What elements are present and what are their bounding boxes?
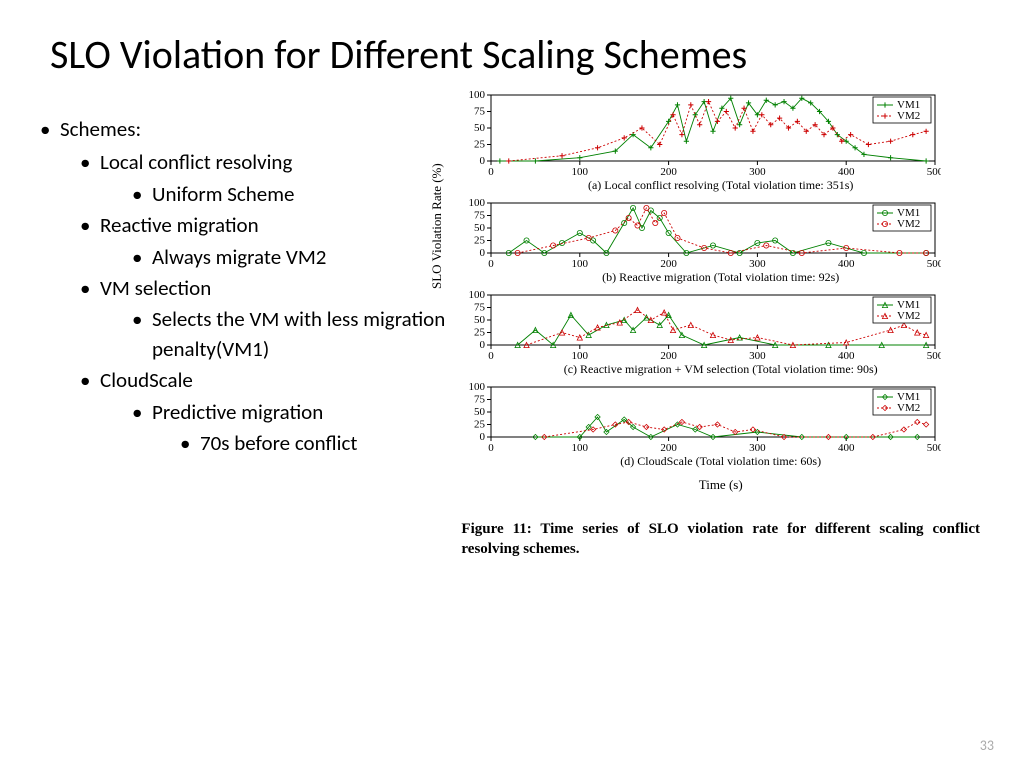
svg-text:200: 200 — [661, 166, 678, 177]
bullet-cloudscale: CloudScale — [30, 366, 447, 395]
svg-text:100: 100 — [572, 442, 589, 453]
svg-text:50: 50 — [474, 406, 486, 418]
figure-panel-c: 02550751000100200300400500VM1VM2(c) Reac… — [447, 289, 994, 377]
svg-text:0: 0 — [489, 442, 495, 453]
svg-text:200: 200 — [661, 350, 678, 361]
svg-text:400: 400 — [838, 442, 855, 453]
subplot-caption-d: (d) CloudScale (Total violation time: 60… — [447, 454, 994, 469]
figure-caption: Figure 11: Time series of SLO violation … — [447, 519, 994, 560]
svg-text:400: 400 — [838, 166, 855, 177]
bullet-reactive: Reactive migration — [30, 211, 447, 240]
svg-text:500: 500 — [927, 442, 941, 453]
svg-text:0: 0 — [480, 247, 486, 259]
svg-text:0: 0 — [480, 155, 486, 167]
subplot-b: 02550751000100200300400500VM1VM2 — [447, 197, 941, 269]
svg-text:300: 300 — [750, 350, 767, 361]
svg-text:500: 500 — [927, 166, 941, 177]
svg-text:0: 0 — [480, 339, 486, 351]
svg-text:0: 0 — [489, 258, 495, 269]
svg-text:VM2: VM2 — [897, 110, 920, 122]
bullet-less-penalty: Selects the VM with less migration penal… — [30, 305, 447, 364]
subplot-caption-a: (a) Local conflict resolving (Total viol… — [447, 178, 994, 193]
svg-text:0: 0 — [489, 350, 495, 361]
content-area: Schemes: Local conflict resolving Unifor… — [0, 89, 1024, 560]
svg-text:50: 50 — [474, 222, 486, 234]
svg-text:25: 25 — [474, 235, 486, 247]
svg-text:25: 25 — [474, 419, 486, 431]
svg-text:VM2: VM2 — [897, 218, 920, 230]
svg-text:400: 400 — [838, 350, 855, 361]
figure-panel-b: 02550751000100200300400500VM1VM2(b) Reac… — [447, 197, 994, 285]
bullet-local: Local conflict resolving — [30, 148, 447, 177]
bullet-migrate-vm2: Always migrate VM2 — [30, 243, 447, 272]
svg-text:200: 200 — [661, 442, 678, 453]
svg-text:100: 100 — [572, 258, 589, 269]
svg-text:50: 50 — [474, 122, 486, 134]
bullet-uniform: Uniform Scheme — [30, 180, 447, 209]
svg-text:VM2: VM2 — [897, 402, 920, 414]
figure-column: SLO Violation Rate (%) 02550751000100200… — [447, 89, 994, 560]
y-axis-label: SLO Violation Rate (%) — [429, 163, 445, 289]
svg-text:300: 300 — [750, 166, 767, 177]
figure-container: 02550751000100200300400500VM1VM2(a) Loca… — [447, 89, 994, 469]
svg-text:100: 100 — [469, 381, 486, 393]
bullet-schemes: Schemes: — [30, 115, 447, 144]
subplot-a: 02550751000100200300400500VM1VM2 — [447, 89, 941, 177]
svg-text:500: 500 — [927, 350, 941, 361]
svg-text:75: 75 — [474, 210, 486, 222]
x-axis-label: Time (s) — [447, 477, 994, 493]
bullet-list: Schemes: Local conflict resolving Unifor… — [30, 89, 447, 560]
svg-text:VM2: VM2 — [897, 310, 920, 322]
svg-text:500: 500 — [927, 258, 941, 269]
svg-text:100: 100 — [572, 350, 589, 361]
bullet-vmselection: VM selection — [30, 274, 447, 303]
bullet-70s: 70s before conflict — [30, 429, 447, 458]
svg-text:100: 100 — [469, 197, 486, 209]
svg-text:25: 25 — [474, 327, 486, 339]
svg-text:0: 0 — [480, 431, 486, 443]
svg-text:75: 75 — [474, 302, 486, 314]
svg-text:25: 25 — [474, 139, 486, 151]
subplot-caption-b: (b) Reactive migration (Total violation … — [447, 270, 994, 285]
slide-title: SLO Violation for Different Scaling Sche… — [0, 0, 1024, 89]
bullet-predictive: Predictive migration — [30, 398, 447, 427]
svg-text:400: 400 — [838, 258, 855, 269]
figure-panel-a: 02550751000100200300400500VM1VM2(a) Loca… — [447, 89, 994, 193]
svg-text:100: 100 — [469, 89, 486, 101]
svg-text:300: 300 — [750, 258, 767, 269]
svg-text:75: 75 — [474, 394, 486, 406]
svg-text:300: 300 — [750, 442, 767, 453]
subplot-caption-c: (c) Reactive migration + VM selection (T… — [447, 362, 994, 377]
svg-text:200: 200 — [661, 258, 678, 269]
svg-text:100: 100 — [469, 289, 486, 301]
svg-text:50: 50 — [474, 314, 486, 326]
svg-text:100: 100 — [572, 166, 589, 177]
page-number: 33 — [980, 737, 994, 754]
svg-text:0: 0 — [489, 166, 495, 177]
subplot-d: 02550751000100200300400500VM1VM2 — [447, 381, 941, 453]
svg-text:75: 75 — [474, 106, 486, 118]
figure-panel-d: 02550751000100200300400500VM1VM2(d) Clou… — [447, 381, 994, 469]
subplot-c: 02550751000100200300400500VM1VM2 — [447, 289, 941, 361]
